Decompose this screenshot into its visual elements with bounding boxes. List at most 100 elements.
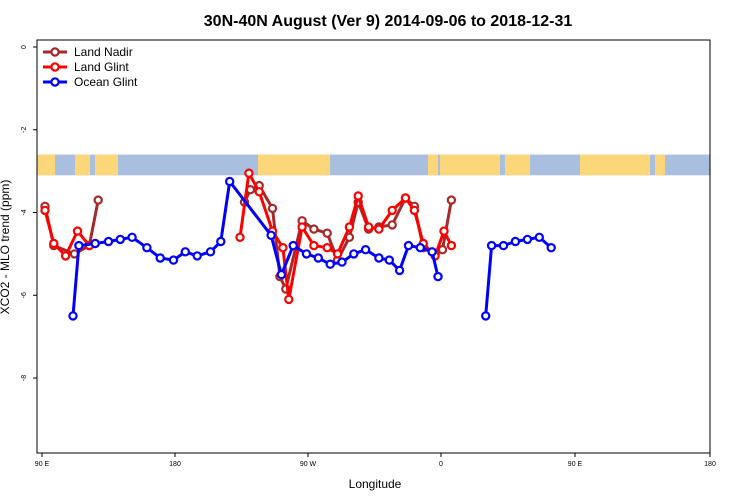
data-point (439, 226, 449, 236)
y-axis: 0 -2 -4 -6 -8 (21, 45, 37, 381)
data-point (363, 222, 374, 232)
data-point (276, 269, 287, 280)
data-point (349, 249, 359, 259)
data-point (387, 220, 397, 230)
data-point (72, 226, 83, 236)
data-point (297, 222, 307, 232)
map-land (37, 154, 55, 176)
data-point (278, 242, 288, 253)
data-point (49, 238, 59, 249)
legend-marker (50, 62, 60, 72)
data-point (180, 247, 190, 257)
data-point (216, 236, 226, 247)
data-point (301, 249, 312, 259)
data-point (427, 247, 437, 257)
data-point (192, 251, 202, 261)
series-layer (40, 168, 556, 321)
y-tick-label: 0 (21, 45, 28, 49)
y-tick-label: -8 (21, 375, 28, 381)
data-point (168, 255, 179, 265)
data-point (387, 205, 397, 216)
legend-label: Ocean Glint (74, 75, 138, 89)
x-tick-label: 180 (169, 461, 181, 468)
data-point (325, 259, 335, 269)
data-point (284, 294, 294, 305)
x-axis: 90 E 180 90 W 0 90 E 180 (35, 453, 716, 468)
map-land (440, 154, 500, 176)
data-point (309, 240, 319, 251)
data-point (267, 203, 278, 214)
data-point (433, 271, 443, 282)
x-tick-label: 180 (704, 461, 716, 468)
data-point (60, 251, 71, 261)
data-point (224, 176, 235, 187)
data-point (74, 240, 84, 251)
data-point (235, 232, 245, 242)
data-point (400, 193, 411, 203)
data-point (40, 205, 50, 216)
chart-title: 30N-40N August (Ver 9) 2014-09-06 to 201… (204, 13, 573, 30)
plot-frame (36, 39, 711, 454)
y-tick-label: -6 (21, 292, 28, 298)
x-tick-label: 0 (439, 461, 443, 468)
data-point (322, 228, 332, 238)
data-point (266, 230, 276, 240)
data-point (142, 242, 152, 253)
legend-marker (50, 47, 60, 57)
data-point (288, 240, 298, 251)
data-point (510, 236, 521, 247)
legend-label: Land Glint (74, 60, 129, 74)
map-strip (37, 154, 710, 176)
data-point (332, 249, 343, 259)
data-point (205, 247, 216, 257)
data-point (481, 311, 491, 321)
series-ocean-glint (68, 176, 556, 321)
data-point (127, 232, 137, 242)
map-land (258, 154, 330, 176)
legend-marker (50, 77, 60, 87)
x-tick-label: 90 E (35, 461, 50, 468)
y-tick-label: -2 (21, 127, 28, 133)
x-tick-label: 90 E (568, 461, 583, 468)
map-land (505, 154, 530, 176)
data-point (90, 238, 100, 249)
map-land (75, 154, 90, 176)
data-point (403, 240, 414, 251)
data-point (498, 240, 509, 251)
data-point (522, 234, 533, 245)
map-land (580, 154, 650, 176)
data-point (337, 257, 347, 267)
series-land-glint (40, 168, 457, 305)
legend-label: Land Nadir (74, 45, 133, 59)
data-point (374, 253, 384, 263)
data-point (415, 242, 425, 253)
data-point (68, 311, 78, 321)
map-land (655, 154, 665, 176)
data-point (394, 265, 405, 276)
map-land (95, 154, 118, 176)
x-tick-label: 90 W (300, 461, 317, 468)
data-point (353, 191, 363, 201)
data-point (344, 222, 355, 232)
data-point (546, 242, 556, 253)
data-point (93, 195, 103, 205)
data-point (254, 187, 264, 197)
data-point (446, 240, 457, 251)
data-point (384, 255, 394, 265)
data-point (486, 240, 497, 251)
x-axis-label: Longitude (349, 477, 402, 491)
data-point (155, 253, 165, 263)
data-point (244, 168, 254, 178)
data-point (374, 224, 384, 234)
y-tick-label: -4 (21, 209, 28, 215)
data-point (309, 224, 319, 234)
y-axis-label: XCO2 - MLO trend (ppm) (0, 180, 12, 315)
map-land (428, 154, 438, 176)
data-point (437, 244, 448, 255)
data-point (409, 205, 420, 216)
data-point (446, 195, 457, 205)
map-ocean (37, 154, 710, 176)
